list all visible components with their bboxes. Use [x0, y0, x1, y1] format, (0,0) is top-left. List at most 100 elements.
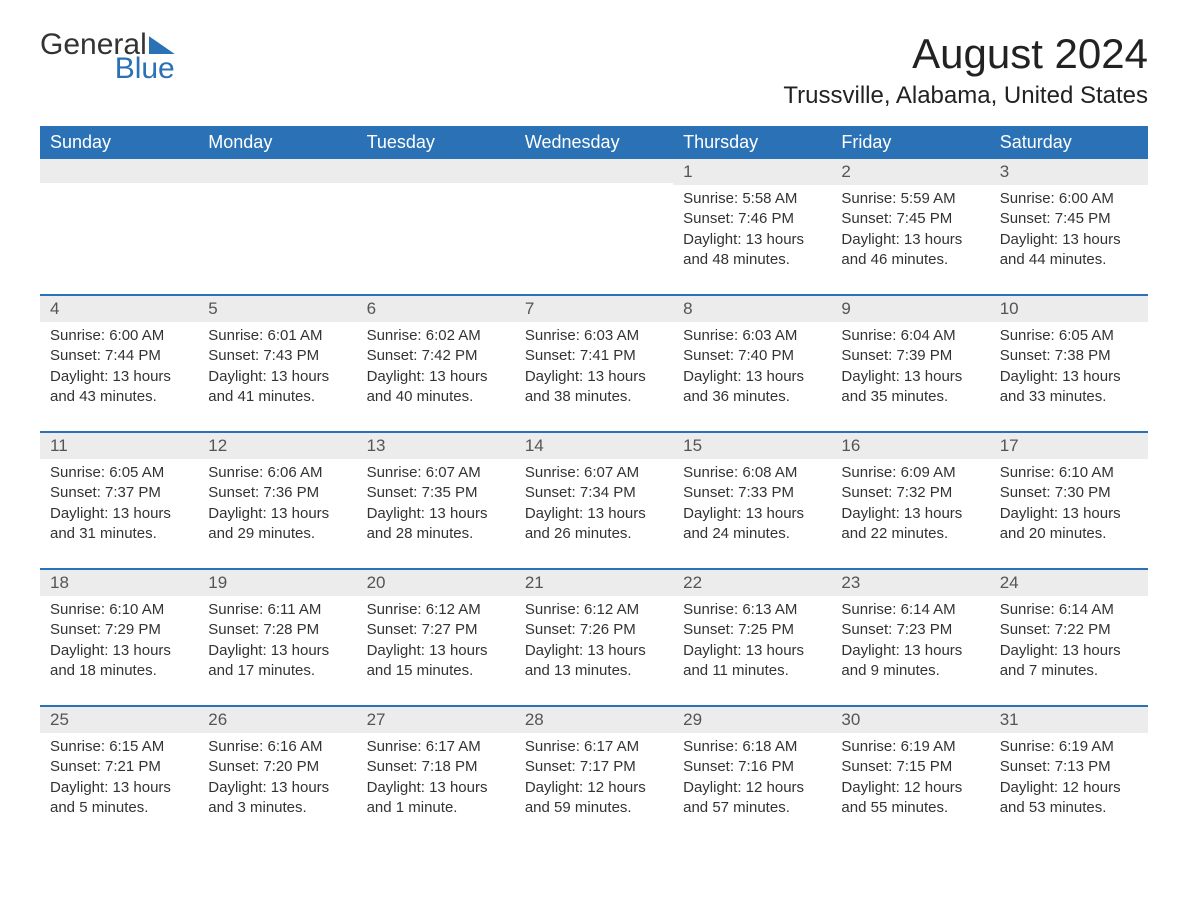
day-sunset: Sunset: 7:13 PM	[1000, 757, 1138, 777]
calendar-cell: 18Sunrise: 6:10 AMSunset: 7:29 PMDayligh…	[40, 569, 198, 706]
calendar-cell: 14Sunrise: 6:07 AMSunset: 7:34 PMDayligh…	[515, 432, 673, 569]
day-body: Sunrise: 6:12 AMSunset: 7:26 PMDaylight:…	[515, 596, 673, 705]
calendar-cell: 23Sunrise: 6:14 AMSunset: 7:23 PMDayligh…	[831, 569, 989, 706]
day-sunset: Sunset: 7:15 PM	[841, 757, 979, 777]
day-number: 25	[40, 707, 198, 733]
day-body: Sunrise: 6:04 AMSunset: 7:39 PMDaylight:…	[831, 322, 989, 431]
day-sunrise: Sunrise: 6:07 AM	[367, 463, 505, 483]
day-daylight: Daylight: 13 hours and 11 minutes.	[683, 641, 821, 682]
calendar-week-row: 18Sunrise: 6:10 AMSunset: 7:29 PMDayligh…	[40, 569, 1148, 706]
day-number	[198, 159, 356, 183]
day-sunrise: Sunrise: 5:59 AM	[841, 189, 979, 209]
day-number: 19	[198, 570, 356, 596]
day-daylight: Daylight: 12 hours and 57 minutes.	[683, 778, 821, 819]
day-body: Sunrise: 6:13 AMSunset: 7:25 PMDaylight:…	[673, 596, 831, 705]
day-number: 12	[198, 433, 356, 459]
day-sunrise: Sunrise: 6:11 AM	[208, 600, 346, 620]
day-daylight: Daylight: 12 hours and 55 minutes.	[841, 778, 979, 819]
day-body: Sunrise: 6:07 AMSunset: 7:34 PMDaylight:…	[515, 459, 673, 568]
day-number: 26	[198, 707, 356, 733]
calendar-week-row: 4Sunrise: 6:00 AMSunset: 7:44 PMDaylight…	[40, 295, 1148, 432]
day-daylight: Daylight: 13 hours and 46 minutes.	[841, 230, 979, 271]
calendar-cell: 8Sunrise: 6:03 AMSunset: 7:40 PMDaylight…	[673, 295, 831, 432]
day-sunrise: Sunrise: 6:13 AM	[683, 600, 821, 620]
day-sunset: Sunset: 7:43 PM	[208, 346, 346, 366]
day-daylight: Daylight: 13 hours and 35 minutes.	[841, 367, 979, 408]
day-sunrise: Sunrise: 6:05 AM	[50, 463, 188, 483]
day-daylight: Daylight: 13 hours and 36 minutes.	[683, 367, 821, 408]
calendar-cell: 31Sunrise: 6:19 AMSunset: 7:13 PMDayligh…	[990, 706, 1148, 842]
calendar-week-row: 1Sunrise: 5:58 AMSunset: 7:46 PMDaylight…	[40, 159, 1148, 295]
day-number: 31	[990, 707, 1148, 733]
day-body: Sunrise: 6:06 AMSunset: 7:36 PMDaylight:…	[198, 459, 356, 568]
day-number: 16	[831, 433, 989, 459]
day-number: 29	[673, 707, 831, 733]
calendar-cell: 28Sunrise: 6:17 AMSunset: 7:17 PMDayligh…	[515, 706, 673, 842]
calendar-week-row: 25Sunrise: 6:15 AMSunset: 7:21 PMDayligh…	[40, 706, 1148, 842]
day-sunset: Sunset: 7:26 PM	[525, 620, 663, 640]
day-body: Sunrise: 6:09 AMSunset: 7:32 PMDaylight:…	[831, 459, 989, 568]
day-daylight: Daylight: 13 hours and 7 minutes.	[1000, 641, 1138, 682]
calendar-cell: 4Sunrise: 6:00 AMSunset: 7:44 PMDaylight…	[40, 295, 198, 432]
calendar-cell: 21Sunrise: 6:12 AMSunset: 7:26 PMDayligh…	[515, 569, 673, 706]
day-number: 9	[831, 296, 989, 322]
weekday-header: Monday	[198, 126, 356, 159]
day-sunset: Sunset: 7:36 PM	[208, 483, 346, 503]
day-body	[357, 183, 515, 283]
day-body: Sunrise: 6:00 AMSunset: 7:44 PMDaylight:…	[40, 322, 198, 431]
day-sunset: Sunset: 7:18 PM	[367, 757, 505, 777]
day-daylight: Daylight: 13 hours and 1 minute.	[367, 778, 505, 819]
page-header: General Blue August 2024 Trussville, Ala…	[40, 30, 1148, 120]
day-body: Sunrise: 6:12 AMSunset: 7:27 PMDaylight:…	[357, 596, 515, 705]
day-body: Sunrise: 6:18 AMSunset: 7:16 PMDaylight:…	[673, 733, 831, 842]
day-daylight: Daylight: 13 hours and 33 minutes.	[1000, 367, 1138, 408]
calendar-cell: 15Sunrise: 6:08 AMSunset: 7:33 PMDayligh…	[673, 432, 831, 569]
calendar-cell: 19Sunrise: 6:11 AMSunset: 7:28 PMDayligh…	[198, 569, 356, 706]
calendar-cell: 30Sunrise: 6:19 AMSunset: 7:15 PMDayligh…	[831, 706, 989, 842]
day-daylight: Daylight: 12 hours and 59 minutes.	[525, 778, 663, 819]
calendar-cell: 22Sunrise: 6:13 AMSunset: 7:25 PMDayligh…	[673, 569, 831, 706]
calendar-cell: 3Sunrise: 6:00 AMSunset: 7:45 PMDaylight…	[990, 159, 1148, 295]
day-sunrise: Sunrise: 5:58 AM	[683, 189, 821, 209]
calendar-cell: 12Sunrise: 6:06 AMSunset: 7:36 PMDayligh…	[198, 432, 356, 569]
day-daylight: Daylight: 13 hours and 31 minutes.	[50, 504, 188, 545]
day-body: Sunrise: 6:08 AMSunset: 7:33 PMDaylight:…	[673, 459, 831, 568]
weekday-header: Friday	[831, 126, 989, 159]
day-number: 5	[198, 296, 356, 322]
day-number: 30	[831, 707, 989, 733]
day-sunrise: Sunrise: 6:03 AM	[525, 326, 663, 346]
day-sunrise: Sunrise: 6:01 AM	[208, 326, 346, 346]
day-daylight: Daylight: 13 hours and 26 minutes.	[525, 504, 663, 545]
day-sunset: Sunset: 7:34 PM	[525, 483, 663, 503]
day-sunset: Sunset: 7:45 PM	[1000, 209, 1138, 229]
day-number: 28	[515, 707, 673, 733]
day-number: 13	[357, 433, 515, 459]
day-daylight: Daylight: 12 hours and 53 minutes.	[1000, 778, 1138, 819]
day-sunset: Sunset: 7:20 PM	[208, 757, 346, 777]
calendar-cell: 16Sunrise: 6:09 AMSunset: 7:32 PMDayligh…	[831, 432, 989, 569]
day-body: Sunrise: 6:07 AMSunset: 7:35 PMDaylight:…	[357, 459, 515, 568]
day-body	[40, 183, 198, 283]
calendar-cell: 27 Sunrise: 6:17 AMSunset: 7:18 PMDayligh…	[357, 706, 515, 842]
day-daylight: Daylight: 13 hours and 17 minutes.	[208, 641, 346, 682]
day-sunset: Sunset: 7:25 PM	[683, 620, 821, 640]
day-sunset: Sunset: 7:44 PM	[50, 346, 188, 366]
day-body: Sunrise: 6:17 AMSunset: 7:17 PMDaylight:…	[515, 733, 673, 842]
day-body: Sunrise: 6:02 AMSunset: 7:42 PMDaylight:…	[357, 322, 515, 431]
day-number: 27	[357, 707, 515, 733]
day-sunset: Sunset: 7:46 PM	[683, 209, 821, 229]
day-sunrise: Sunrise: 6:16 AM	[208, 737, 346, 757]
day-sunrise: Sunrise: 6:17 AM	[367, 737, 505, 757]
day-daylight: Daylight: 13 hours and 38 minutes.	[525, 367, 663, 408]
day-daylight: Daylight: 13 hours and 44 minutes.	[1000, 230, 1138, 271]
day-number	[40, 159, 198, 183]
calendar-cell: 13Sunrise: 6:07 AMSunset: 7:35 PMDayligh…	[357, 432, 515, 569]
day-sunset: Sunset: 7:21 PM	[50, 757, 188, 777]
calendar-cell: 29Sunrise: 6:18 AMSunset: 7:16 PMDayligh…	[673, 706, 831, 842]
day-number: 22	[673, 570, 831, 596]
day-number: 7	[515, 296, 673, 322]
day-body: Sunrise: 6:00 AMSunset: 7:45 PMDaylight:…	[990, 185, 1148, 294]
day-number: 21	[515, 570, 673, 596]
day-number: 6	[357, 296, 515, 322]
calendar-cell: 5Sunrise: 6:01 AMSunset: 7:43 PMDaylight…	[198, 295, 356, 432]
